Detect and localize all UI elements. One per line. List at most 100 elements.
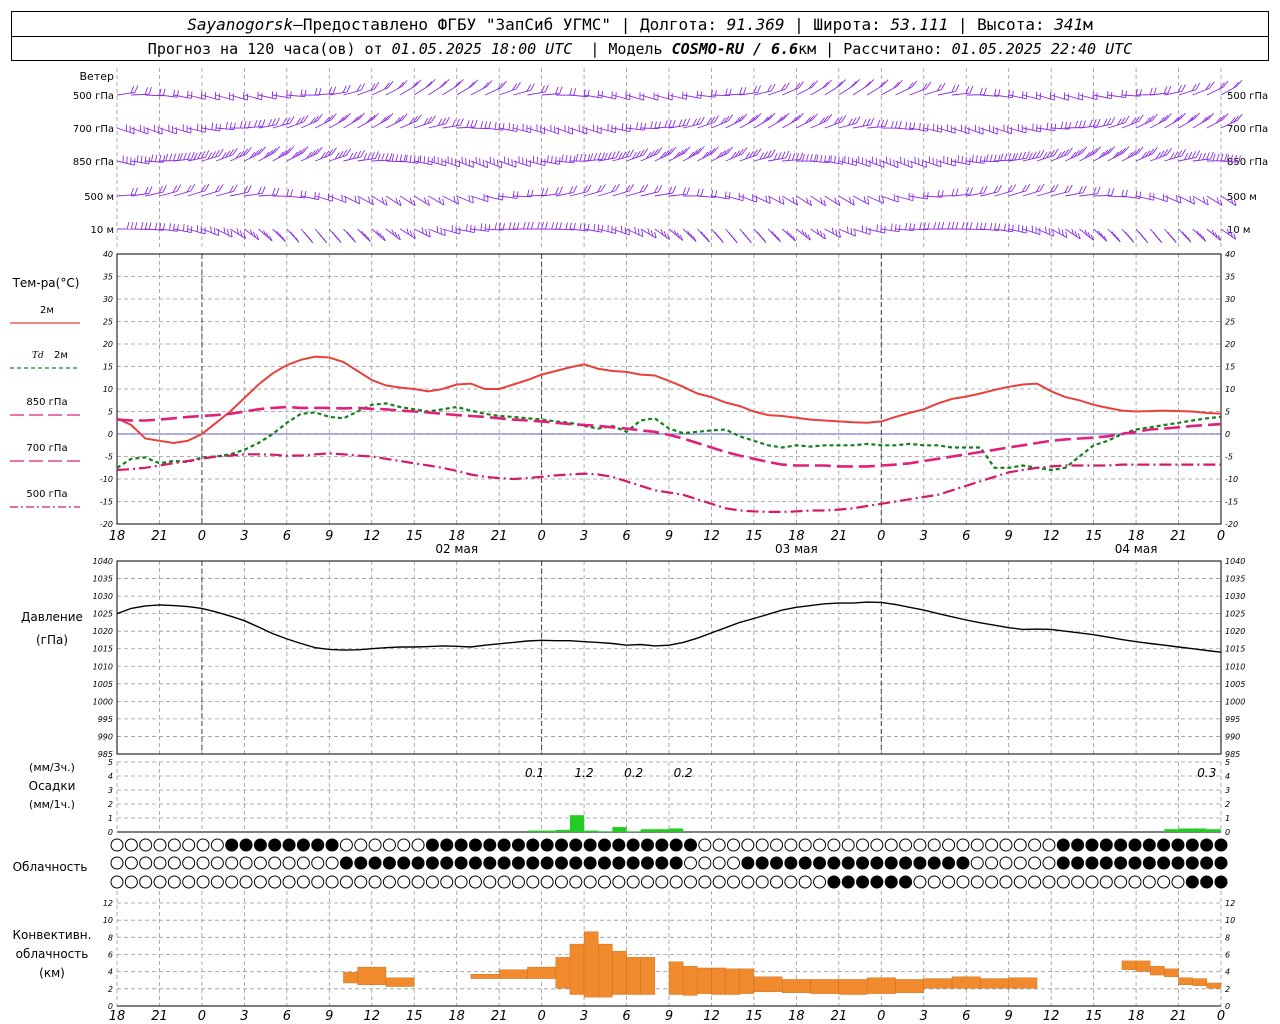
wind-barb bbox=[583, 223, 604, 233]
wind-barb-shaft bbox=[329, 195, 347, 204]
wind-barb-flag bbox=[1219, 82, 1225, 90]
precip-bar bbox=[527, 830, 542, 832]
wind-barb-flag bbox=[615, 183, 620, 191]
wind-barb-flag bbox=[1236, 79, 1243, 87]
pressure-ytick-right: 1005 bbox=[1225, 680, 1245, 689]
cloud-circle bbox=[554, 838, 568, 852]
wind-barb-shaft bbox=[442, 228, 460, 235]
pressure-ytick-left: 1020 bbox=[93, 627, 113, 636]
wind-barb-flag bbox=[965, 222, 969, 230]
wind-barb bbox=[937, 124, 956, 134]
wind-barb-shaft bbox=[810, 120, 828, 129]
wind-barb bbox=[1206, 80, 1229, 96]
wind-barb-flag bbox=[438, 196, 441, 204]
wind-barb-flag bbox=[289, 91, 292, 99]
wind-barb-shaft bbox=[1065, 228, 1081, 240]
wind-barb-flag bbox=[1127, 234, 1132, 240]
cloud-circle bbox=[956, 875, 970, 889]
wind-barb-flag bbox=[363, 153, 368, 161]
wind-barb-shaft bbox=[994, 159, 1013, 162]
temp-series-t2m bbox=[116, 355, 1222, 445]
wind-barb-flag bbox=[282, 236, 286, 242]
wind-barb-flag bbox=[586, 184, 592, 192]
wind-barb-flag bbox=[1211, 229, 1215, 236]
wind-barb-flag bbox=[611, 184, 617, 193]
cloud-circle bbox=[282, 838, 296, 852]
cloud-circle bbox=[253, 875, 267, 889]
wind-barb-flag bbox=[672, 185, 677, 194]
wind-barb-shaft bbox=[414, 160, 432, 166]
wind-barb bbox=[810, 114, 833, 129]
cloud-circle bbox=[153, 838, 167, 852]
wind-barb-flag bbox=[555, 222, 558, 230]
wind-barb-flag bbox=[493, 158, 495, 165]
wind-barb-flag bbox=[1028, 152, 1033, 160]
cloud-circle bbox=[554, 875, 568, 889]
wind-barb bbox=[357, 151, 379, 162]
wind-barb-flag bbox=[691, 149, 698, 157]
wind-barb-shaft bbox=[442, 160, 460, 168]
wind-barb bbox=[951, 155, 971, 166]
wind-barb-flag bbox=[266, 232, 270, 239]
wind-barb-flag bbox=[951, 221, 955, 230]
wind-barb-flag bbox=[657, 184, 663, 193]
wind-barb-shaft bbox=[173, 94, 192, 99]
cloud-circle bbox=[124, 856, 138, 870]
wind-barb bbox=[131, 222, 152, 230]
wind-barb-shaft bbox=[357, 195, 374, 206]
wind-barb-flag bbox=[1098, 151, 1105, 159]
wind-barb bbox=[442, 156, 461, 168]
wind-barb-flag bbox=[1127, 151, 1133, 159]
wind-barb-shaft bbox=[541, 193, 560, 197]
wind-barb-flag bbox=[889, 158, 892, 165]
pressure-ytick-left: 1005 bbox=[93, 680, 113, 689]
wind-barb-flag bbox=[508, 123, 511, 131]
wind-barb-flag bbox=[838, 231, 841, 238]
wind-barb-flag bbox=[687, 230, 691, 237]
wind-barb-shaft bbox=[1192, 158, 1211, 162]
wind-barb bbox=[626, 92, 645, 101]
wind-barb bbox=[1121, 228, 1135, 243]
wind-barb bbox=[513, 83, 535, 96]
wind-barb-shaft bbox=[966, 160, 985, 164]
cloud-circle bbox=[124, 838, 138, 852]
wind-barb bbox=[796, 80, 818, 96]
cloud-circle bbox=[640, 856, 654, 870]
wind-barb bbox=[1036, 226, 1054, 237]
cloud-circle bbox=[253, 838, 267, 852]
cloud-circle bbox=[225, 856, 239, 870]
wind-barb bbox=[371, 195, 388, 206]
wind-barb-flag bbox=[755, 112, 762, 120]
wind-barb-shaft bbox=[215, 190, 234, 197]
conv-ytick-right: 0 bbox=[1225, 1002, 1230, 1011]
conv-bar bbox=[385, 977, 415, 987]
conv-time-tick: 0 bbox=[1217, 1009, 1225, 1024]
wind-barb bbox=[314, 147, 337, 162]
conv-time-tick: 0 bbox=[198, 1009, 206, 1024]
station-name: Sayanogorsk bbox=[187, 14, 294, 34]
wind-barb-flag bbox=[741, 147, 748, 155]
wind-barb-flag bbox=[1121, 90, 1124, 98]
wind-barb bbox=[428, 155, 447, 167]
wind-barb bbox=[966, 185, 988, 197]
wind-barb-shaft bbox=[145, 228, 164, 231]
wind-barb-flag bbox=[1021, 185, 1027, 193]
wind-barb-flag bbox=[686, 118, 691, 126]
cloud-circle bbox=[569, 875, 583, 889]
wind-barb-flag bbox=[1159, 150, 1165, 158]
wind-barb-flag bbox=[971, 154, 974, 162]
precip-bar bbox=[1178, 828, 1193, 832]
wind-barb-shaft bbox=[499, 195, 518, 199]
wind-barb-flag bbox=[688, 151, 695, 159]
wind-barb-shaft bbox=[810, 228, 826, 240]
wind-barb-flag bbox=[140, 155, 143, 163]
conv-time-tick: 0 bbox=[877, 1009, 885, 1024]
wind-barb-flag bbox=[409, 117, 415, 125]
cloud-circle bbox=[182, 838, 196, 852]
wind-barb-flag bbox=[1191, 83, 1197, 92]
wind-barb bbox=[994, 223, 1014, 233]
wind-barb-flag bbox=[813, 154, 817, 162]
wind-barb-shaft bbox=[682, 152, 700, 162]
wind-barb-flag bbox=[804, 232, 808, 238]
wind-barb-flag bbox=[235, 151, 242, 159]
